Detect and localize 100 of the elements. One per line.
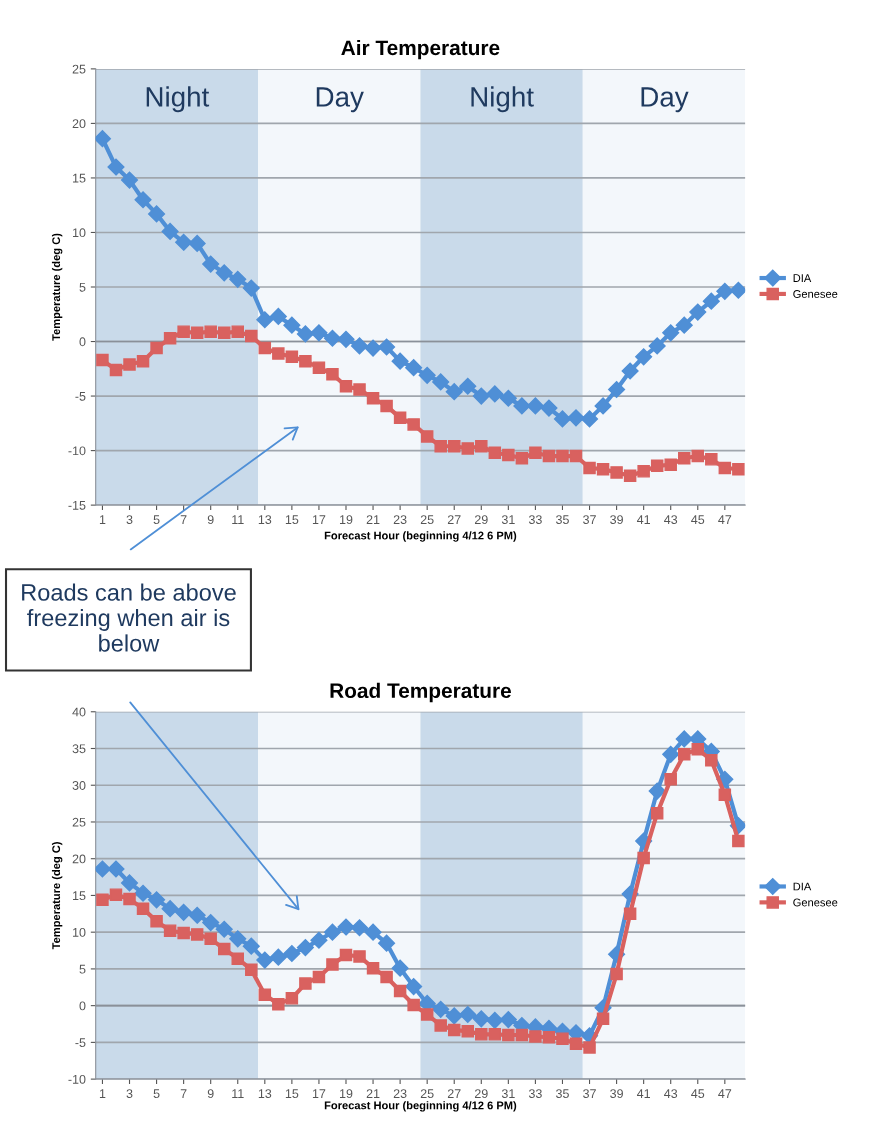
y-tick-label: 5 (79, 964, 86, 974)
point (283, 316, 301, 334)
legend-label: Genesee (793, 290, 838, 298)
y-tick-label: -5 (75, 1038, 86, 1048)
point (594, 397, 612, 415)
point (217, 942, 231, 956)
point (296, 939, 314, 957)
point (732, 462, 745, 476)
point (380, 970, 393, 984)
x-tick-label: 7 (180, 515, 187, 524)
point (689, 303, 707, 321)
point (123, 892, 136, 906)
point (190, 326, 204, 340)
point (378, 934, 396, 952)
point (621, 362, 639, 380)
y-tick-label: 10 (73, 927, 86, 937)
point (161, 222, 179, 240)
point (556, 449, 569, 463)
point (217, 326, 231, 340)
point (475, 1028, 488, 1041)
x-tick-label: 11 (232, 1089, 244, 1098)
point (499, 1011, 517, 1029)
point (459, 1005, 477, 1024)
point (229, 270, 247, 288)
point (405, 359, 423, 377)
y-tick-label: 0 (79, 337, 86, 347)
point (272, 347, 285, 360)
point (664, 773, 677, 786)
point (353, 383, 366, 396)
y-tick-label: 25 (72, 817, 86, 827)
x-tick-label: 35 (556, 515, 569, 525)
x-tick-label: 43 (664, 1089, 678, 1099)
y-tick-label: 0 (79, 1001, 86, 1011)
point (596, 1012, 610, 1026)
point (378, 338, 396, 356)
point (716, 282, 734, 300)
point (718, 461, 732, 475)
point (312, 361, 326, 374)
point (326, 367, 339, 381)
legend-label: DIA (793, 274, 812, 282)
point (204, 325, 217, 338)
point (215, 264, 233, 282)
y-tick-label: 20 (72, 119, 86, 129)
point (366, 391, 380, 405)
point (148, 891, 166, 909)
y-tick-label: 35 (72, 744, 86, 754)
point (677, 748, 691, 761)
x-tick-label: 19 (339, 1089, 353, 1099)
band-label: Night (146, 86, 210, 113)
point (461, 1025, 475, 1038)
point (353, 950, 366, 963)
point (109, 888, 123, 901)
x-tick-label: 31 (501, 515, 515, 525)
y-tick-label: -15 (68, 501, 86, 510)
x-tick-label: 41 (636, 515, 650, 524)
point (502, 448, 515, 462)
x-axis-title: Forecast Hour (beginning 4/12 6 PM) (324, 1101, 517, 1112)
point (677, 451, 691, 465)
chart-title: Road Temperature (330, 682, 511, 703)
point (350, 337, 369, 355)
point (432, 1000, 450, 1018)
point (702, 292, 720, 310)
x-tick-label: 27 (447, 515, 461, 524)
point (529, 446, 542, 460)
point (650, 459, 664, 473)
point (486, 385, 504, 403)
x-tick-label: 3 (126, 515, 133, 525)
point (134, 191, 152, 209)
point (120, 874, 139, 892)
point (418, 366, 436, 384)
point (350, 919, 369, 937)
point (285, 992, 299, 1005)
point (366, 961, 380, 975)
x-tick-label: 47 (718, 515, 732, 524)
point (472, 387, 490, 405)
point (664, 458, 677, 472)
point (188, 906, 206, 924)
x-tick-label: 23 (393, 515, 407, 525)
x-tick-label: 33 (528, 1089, 542, 1099)
point (163, 332, 177, 345)
point (188, 234, 206, 252)
point (215, 920, 233, 938)
point (580, 410, 599, 428)
point (515, 1028, 529, 1042)
point (242, 279, 260, 297)
y-tick-label: 25 (72, 64, 86, 74)
x-tick-label: 29 (474, 515, 488, 525)
y-tick-label: -10 (68, 446, 86, 456)
band-label: Day (316, 87, 364, 113)
point (148, 205, 166, 223)
point (691, 742, 705, 756)
x-tick-label: 1 (99, 1089, 106, 1098)
point (269, 948, 287, 966)
point (299, 977, 312, 990)
point (420, 1008, 434, 1021)
x-tick-label: 37 (583, 515, 596, 525)
point (202, 255, 220, 273)
point (637, 465, 650, 478)
point (391, 352, 409, 370)
point (380, 399, 393, 413)
